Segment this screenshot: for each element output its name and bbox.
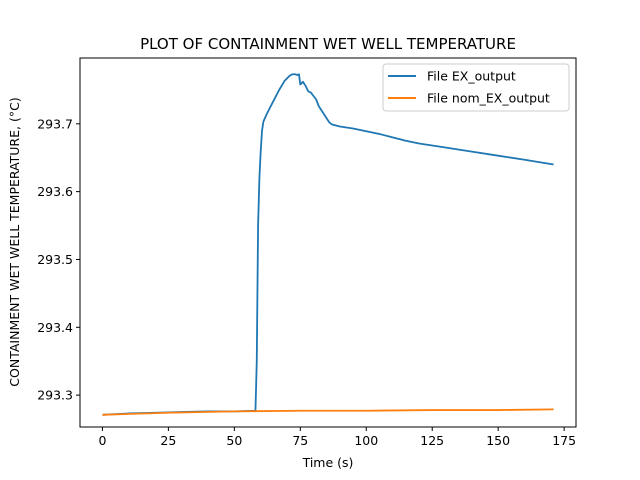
x-tick-label: 175 <box>552 433 576 448</box>
y-tick-label: 293.6 <box>37 184 73 199</box>
legend-label-nom-ex-output: File nom_EX_output <box>427 91 550 106</box>
plot-frame <box>79 57 577 428</box>
y-axis-ticks: 293.3 293.4 293.5 293.6 293.7 <box>37 116 80 403</box>
legend-label-ex-output: File EX_output <box>427 69 516 84</box>
legend-box <box>382 63 570 112</box>
y-tick-label: 293.5 <box>37 252 73 267</box>
x-tick-label: 100 <box>354 433 378 448</box>
legend: File EX_output File nom_EX_output <box>382 63 570 112</box>
x-axis-label: Time (s) <box>302 455 354 470</box>
chart-title: PLOT OF CONTAINMENT WET WELL TEMPERATURE <box>140 35 516 53</box>
x-tick-label: 125 <box>420 433 444 448</box>
y-tick-label: 293.3 <box>37 388 73 403</box>
x-tick-label: 0 <box>98 433 106 448</box>
series-layer <box>102 73 554 416</box>
x-tick-label: 25 <box>160 433 176 448</box>
x-tick-label: 75 <box>292 433 308 448</box>
y-tick-label: 293.7 <box>37 116 73 131</box>
x-tick-label: 150 <box>486 433 510 448</box>
y-tick-label: 293.4 <box>37 320 73 335</box>
x-axis-ticks: 0 25 50 75 100 125 150 175 <box>98 427 576 448</box>
x-tick-label: 50 <box>226 433 242 448</box>
series-line-nom-ex-output <box>102 408 554 416</box>
series-line-ex-output <box>102 73 554 416</box>
y-axis-label: CONTAINMENT WET WELL TEMPERATURE, (°C) <box>7 97 22 386</box>
